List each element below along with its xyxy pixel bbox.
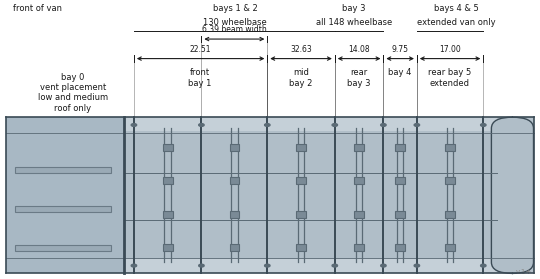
Circle shape <box>265 124 270 126</box>
Text: extended van only: extended van only <box>417 18 496 27</box>
Bar <box>354 244 364 251</box>
Circle shape <box>131 264 137 267</box>
Bar <box>15 167 111 173</box>
Bar <box>296 144 306 151</box>
Text: 14.08: 14.08 <box>348 45 370 54</box>
Text: 9.75: 9.75 <box>392 45 409 54</box>
Text: front
bay 1: front bay 1 <box>188 68 212 88</box>
Bar <box>296 177 306 184</box>
Bar <box>445 144 455 151</box>
Bar <box>354 211 364 218</box>
Bar <box>6 117 534 273</box>
Text: rear bay 5
extended: rear bay 5 extended <box>428 68 471 88</box>
Circle shape <box>381 124 386 126</box>
Bar <box>497 117 534 273</box>
Text: 6.39 beam width: 6.39 beam width <box>202 25 267 34</box>
Bar <box>395 211 405 218</box>
Circle shape <box>265 264 270 267</box>
Bar <box>163 211 173 218</box>
Text: bay 3: bay 3 <box>342 4 366 13</box>
Bar <box>354 144 364 151</box>
Text: 32.63: 32.63 <box>290 45 312 54</box>
Bar <box>163 177 173 184</box>
Bar <box>296 211 306 218</box>
Circle shape <box>481 124 486 126</box>
Bar <box>445 177 455 184</box>
Bar <box>163 144 173 151</box>
Bar <box>15 206 111 212</box>
Text: front of van: front of van <box>14 4 62 13</box>
Text: mid
bay 2: mid bay 2 <box>289 68 313 88</box>
Text: bay 0
vent placement
low and medium
roof only: bay 0 vent placement low and medium roof… <box>38 73 108 113</box>
Bar <box>163 244 173 251</box>
Text: 130 wheelbase: 130 wheelbase <box>203 18 267 27</box>
Circle shape <box>481 264 486 267</box>
Text: bay 4: bay 4 <box>388 68 412 77</box>
Circle shape <box>414 264 420 267</box>
Bar <box>230 144 239 151</box>
Text: 17.00: 17.00 <box>439 45 461 54</box>
Bar <box>6 117 124 273</box>
Bar <box>395 177 405 184</box>
Bar <box>395 244 405 251</box>
Circle shape <box>332 264 338 267</box>
Bar <box>230 244 239 251</box>
Text: v.1+: v.1+ <box>516 269 532 275</box>
Circle shape <box>199 124 204 126</box>
Circle shape <box>131 124 137 126</box>
Text: bays 4 & 5: bays 4 & 5 <box>434 4 478 13</box>
Bar <box>124 131 497 259</box>
Text: bays 1 & 2: bays 1 & 2 <box>213 4 257 13</box>
Bar <box>354 177 364 184</box>
Circle shape <box>381 264 386 267</box>
Circle shape <box>414 124 420 126</box>
Bar <box>445 211 455 218</box>
FancyBboxPatch shape <box>491 117 534 273</box>
Text: rear
bay 3: rear bay 3 <box>347 68 371 88</box>
Bar <box>445 244 455 251</box>
Bar <box>230 177 239 184</box>
Bar <box>15 245 111 251</box>
Text: 22.51: 22.51 <box>190 45 211 54</box>
Circle shape <box>332 124 338 126</box>
Circle shape <box>199 264 204 267</box>
Bar <box>395 144 405 151</box>
Bar <box>296 244 306 251</box>
Bar <box>230 211 239 218</box>
Text: all 148 wheelbase: all 148 wheelbase <box>315 18 392 27</box>
